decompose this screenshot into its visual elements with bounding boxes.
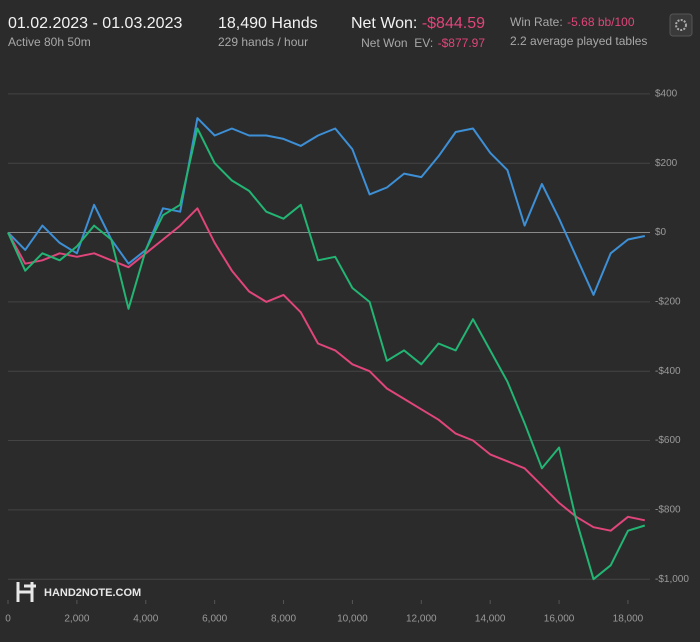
hands-rate: 229 hands / hour bbox=[218, 35, 308, 49]
y-tick-label: -$600 bbox=[655, 435, 681, 446]
win-rate-value: -5.68 bb/100 bbox=[567, 15, 635, 29]
y-tick-label: $400 bbox=[655, 89, 678, 100]
series-line bbox=[7, 207, 646, 532]
net-won-ev: Net Won EV: -$877.97 bbox=[361, 35, 485, 52]
series-line bbox=[7, 117, 646, 296]
net-won-value: -$844.59 bbox=[422, 15, 485, 32]
x-tick-label: 16,000 bbox=[544, 614, 575, 625]
series-line bbox=[7, 127, 646, 581]
x-tick-label: 6,000 bbox=[202, 614, 227, 625]
x-tick-label: 10,000 bbox=[337, 614, 368, 625]
period: 01.02.2023 - 01.03.2023 bbox=[8, 15, 182, 32]
win-rate: Win Rate: -5.68 bb/100 bbox=[510, 14, 635, 31]
hands: 18,490 Hands bbox=[218, 15, 318, 32]
x-tick-label: 0 bbox=[5, 614, 11, 625]
y-tick-label: -$200 bbox=[655, 297, 681, 308]
y-tick-label: $0 bbox=[655, 227, 667, 238]
x-tick-label: 4,000 bbox=[133, 614, 158, 625]
y-tick-label: -$400 bbox=[655, 366, 681, 377]
settings-button[interactable] bbox=[669, 13, 693, 37]
x-tick-label: 18,000 bbox=[613, 614, 644, 625]
y-tick-label: -$800 bbox=[655, 505, 681, 516]
settings-box[interactable] bbox=[669, 13, 693, 37]
x-tick-label: 12,000 bbox=[406, 614, 437, 625]
x-tick-label: 8,000 bbox=[271, 614, 296, 625]
logo-text: HAND2NOTE.COM bbox=[44, 587, 141, 599]
net-won-ev-value: -$877.97 bbox=[438, 36, 486, 50]
y-tick-label: $200 bbox=[655, 158, 678, 169]
logo-icon bbox=[16, 582, 36, 602]
net-won: Net Won: -$844.59 bbox=[351, 15, 485, 32]
x-tick-label: 2,000 bbox=[64, 614, 89, 625]
net-won-ev-label: Net Won EV: bbox=[361, 36, 433, 50]
tables: 2.2 average played tables bbox=[510, 34, 647, 48]
win-rate-label: Win Rate: bbox=[510, 15, 563, 29]
x-tick-label: 14,000 bbox=[475, 614, 506, 625]
active-time: Active 80h 50m bbox=[8, 35, 91, 49]
logo: HAND2NOTE.COM bbox=[16, 582, 141, 602]
settings-gear[interactable] bbox=[675, 19, 687, 31]
net-won-label: Net Won: bbox=[351, 15, 417, 32]
y-tick-label: -$1,000 bbox=[655, 574, 689, 585]
